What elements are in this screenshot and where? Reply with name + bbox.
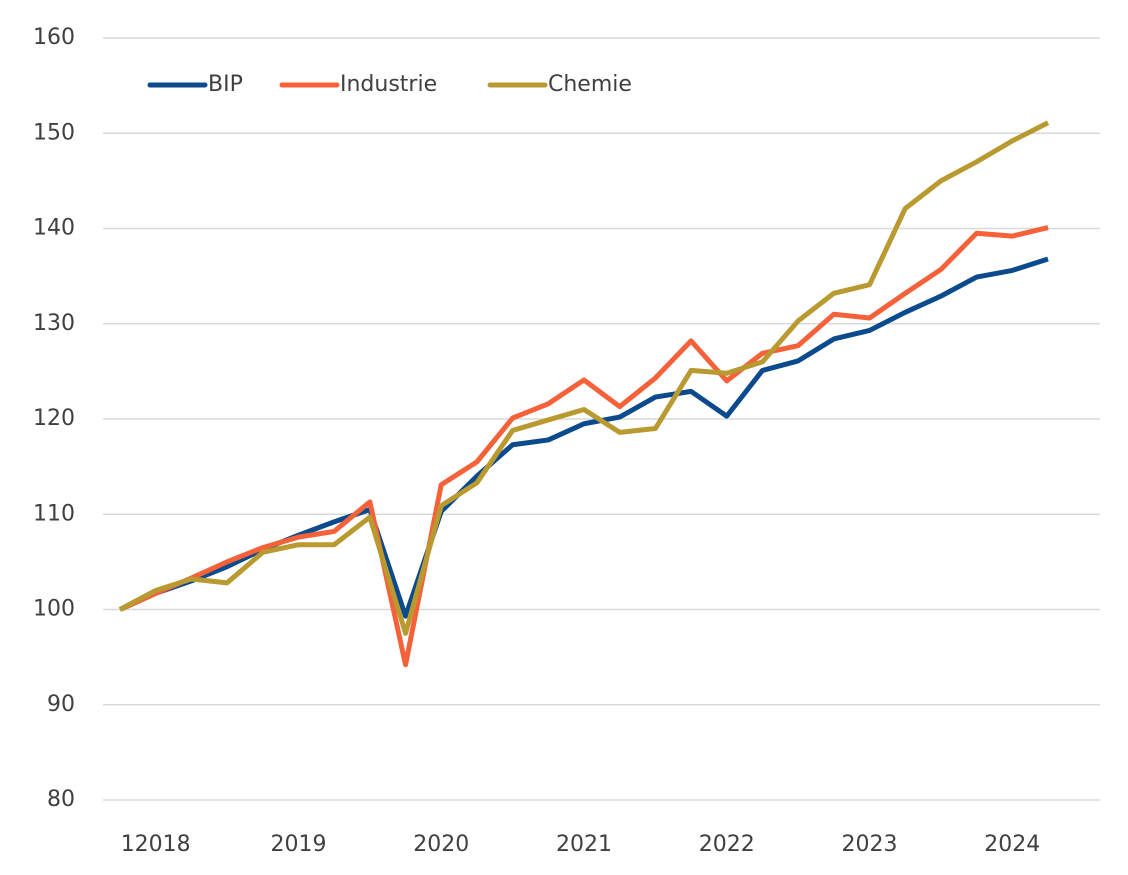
- x-tick-label: 12018: [121, 832, 191, 857]
- y-tick-label: 140: [33, 216, 75, 241]
- x-tick-label: 2023: [842, 832, 898, 857]
- x-tick-label: 2021: [556, 832, 612, 857]
- y-tick-label: 100: [33, 597, 75, 622]
- y-tick-label: 150: [33, 120, 75, 145]
- y-tick-label: 110: [33, 501, 75, 526]
- series-line: [118, 256, 1049, 619]
- y-tick-label: 80: [47, 787, 75, 812]
- x-tick-label: 2022: [699, 832, 755, 857]
- x-tick-label: 2024: [984, 832, 1040, 857]
- y-tick-label: 120: [33, 406, 75, 431]
- series-line: [118, 120, 1050, 636]
- x-tick-label: 2019: [270, 832, 326, 857]
- x-tick-label: 2020: [413, 832, 469, 857]
- y-tick-label: 160: [33, 25, 75, 50]
- legend-label: Chemie: [548, 72, 632, 97]
- legend-label: BIP: [208, 72, 243, 97]
- legend-label: Industrie: [340, 72, 437, 97]
- series-line: [118, 225, 1049, 668]
- y-tick-label: 90: [47, 692, 75, 717]
- y-tick-label: 130: [33, 311, 75, 336]
